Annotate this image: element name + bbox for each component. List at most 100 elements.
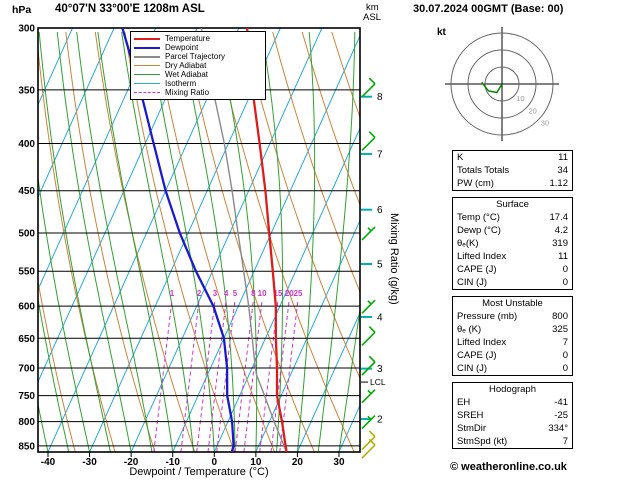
legend-label: Mixing Ratio [165,88,210,97]
wind-barb-staff [361,136,376,152]
stat-row: Dewp (°C) 4.2 [453,224,572,237]
pressure-tick-label: 850 [18,441,35,452]
dry-adiabat-line [213,31,355,452]
legend-line-sample [134,65,160,66]
wet-adiabat-line [56,31,132,452]
mixing-ratio-line [216,299,236,452]
stat-label: θₑ (K) [457,324,482,335]
temp-tick-label: 20 [292,457,304,468]
pressure-tick-label: 400 [18,139,35,150]
wet-adiabat-line [97,31,174,452]
stats-box-most-unstable: Most Unstable Pressure (mb) 800 θₑ (K) 325 Li… [452,296,573,376]
wet-adiabat-line [180,31,236,452]
wind-barb-half-feather [367,227,372,232]
hodograph-ring [484,66,520,102]
stat-label: K [457,152,464,163]
hodograph-trace [481,81,503,94]
stat-label: StmSpd (kt) [457,436,508,447]
isotherm-line [172,34,360,452]
dry-adiabat-line [65,31,156,452]
wet-adiabat-line [38,31,111,452]
isotherm-line [255,219,360,452]
stats-box-hodograph: Hodograph EH -41 SREH -25 StmDir 334° StmSpd (k… [452,382,573,449]
stat-label: θₑ(K) [457,238,479,249]
wind-barb-staff [361,415,376,430]
legend-line-sample [134,55,160,58]
legend-line-sample [134,46,160,49]
stat-label: CAPE (J) [457,264,497,275]
stat-row: Totals Totals 34 [453,164,572,177]
stat-label: Pressure (mb) [457,311,518,322]
mixing-ratio-line [196,299,216,452]
stat-value: 0 [562,277,568,288]
hodograph-ring [467,49,537,119]
pressure-tick-label: 800 [18,417,35,428]
stat-label: SREH [457,410,484,421]
wind-barb-feather [368,438,376,446]
stat-value: 0 [562,264,568,275]
hodograph-unit-label: kt [437,27,446,38]
temp-tick-label: -30 [82,457,97,468]
wind-barb [361,325,376,346]
stat-value: -25 [554,410,568,421]
wet-adiabat-line [338,306,360,452]
wind-barb-staff [361,331,376,346]
stat-value: 0 [562,350,568,361]
hodograph-ring-label: 10 [516,94,524,103]
wind-barb-staff [361,444,376,459]
stat-value: 0 [562,363,568,374]
wet-adiabat-line [317,31,356,452]
temp-tick-label: -40 [41,457,56,468]
legend-row: Temperature [134,34,262,43]
wind-barb-staff [361,361,376,376]
stat-row: PW (cm) 1.12 [453,177,572,190]
mixing-ratio-line [270,299,290,452]
legend-line-sample [134,83,160,84]
hodograph-ring [450,32,554,136]
pressure-tick-label: 700 [18,363,35,374]
hodograph-ring-label: 20 [528,106,536,115]
legend-line-sample [134,74,160,75]
km-tick-label: 7 [377,149,383,160]
isotherm-line [38,28,157,291]
mixing-ratio-line [180,299,200,452]
stat-row: StmDir 334° [453,422,572,435]
km-tick-label: 5 [377,260,383,271]
stat-value: 34 [557,165,568,176]
mixing-ratio-line [153,299,173,452]
hodograph-ring-label: 30 [541,119,549,128]
pressure-tick-label: 300 [18,24,35,35]
legend-line-sample [134,37,160,40]
stat-value: 17.4 [549,212,569,223]
datetime-label: 30.07.2024 00GMT (Base: 00) [413,3,564,15]
plot-frame [37,27,361,453]
section-title: Most Unstable [482,298,543,309]
temp-tick-label: -10 [165,457,180,468]
hodograph: 10 20 30 [445,27,559,141]
stat-label: PW (cm) [457,178,494,189]
profile-curves [121,28,288,452]
x-axis-label: Dewpoint / Temperature (°C) [129,466,269,478]
wind-barb-staff [361,83,376,98]
stat-label: Dewp (°C) [457,225,501,236]
legend-row: Dry Adiabat [134,61,262,70]
stat-label: CAPE (J) [457,350,497,361]
stat-row: CIN (J) 0 [453,276,572,289]
km-tick-label: 8 [377,92,383,103]
stat-value: 7 [562,436,568,447]
legend-row: Isotherm [134,79,262,88]
mixing-ratio-value-label: 20 [285,289,294,298]
wind-barb-half-feather [367,415,372,421]
mixing-ratio-group: 1 2 3 4 5 8 10 15 20 25 [170,289,303,298]
legend-row: Dewpoint [134,43,262,52]
stat-row: EH -41 [453,396,572,409]
altitude-axis-unit-km: km [366,2,379,13]
stat-value: -41 [554,397,568,408]
isotherm-line [38,28,115,199]
wind-barb-staff [361,299,376,314]
wind-barb-staff [361,436,376,451]
stat-value: 1.12 [549,178,569,189]
legend-row: Wet Adiabat [134,70,262,79]
stat-value: 11 [558,251,568,262]
